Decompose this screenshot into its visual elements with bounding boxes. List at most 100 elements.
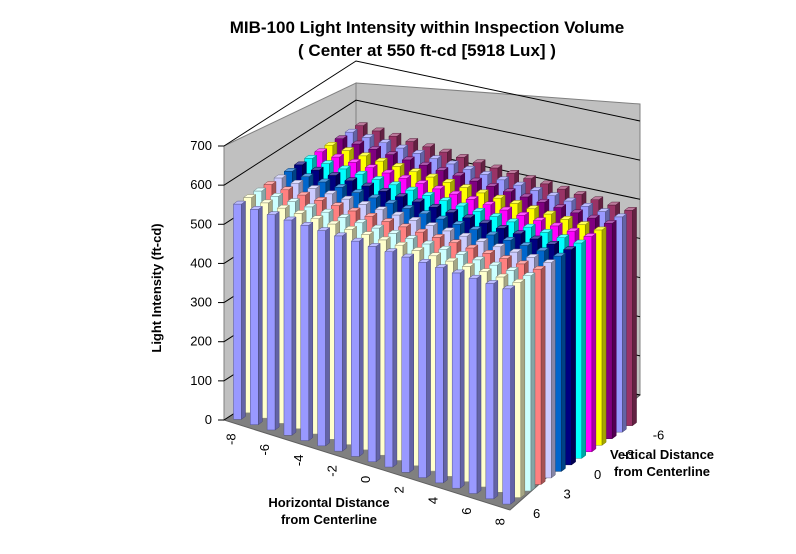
bar-top — [529, 187, 543, 191]
bar-side — [392, 248, 398, 468]
y-axis-ticks: 0 100 200 300 400 500 600 700 — [190, 138, 224, 427]
bar-top — [455, 202, 469, 207]
bar-top — [535, 247, 550, 252]
bar-side — [551, 259, 556, 479]
bar-top — [489, 164, 503, 169]
bar-top — [364, 212, 378, 217]
bar-top — [313, 148, 328, 153]
y-tick-label: 300 — [190, 295, 212, 310]
bar-top — [424, 222, 439, 226]
bar-side — [375, 242, 381, 463]
bar-top — [495, 176, 510, 181]
bar-top — [462, 165, 476, 170]
bar-top — [320, 208, 334, 213]
y-axis-label: Light Intensity (ft-cd) — [149, 223, 164, 352]
bar-top — [360, 182, 375, 187]
bar-top — [418, 210, 432, 215]
bar-top — [482, 201, 496, 205]
x-tick-label: 2 — [392, 486, 407, 493]
bar-top — [519, 242, 533, 246]
bar-front — [418, 262, 427, 478]
bar-top — [388, 132, 402, 137]
z-tick-label: -6 — [653, 428, 665, 443]
bar-top — [377, 236, 391, 241]
bar-side — [426, 258, 431, 479]
bar-top — [508, 248, 523, 253]
bar-top — [454, 251, 469, 255]
x-axis-label-line1: Horizontal Distance — [268, 495, 389, 510]
bar-top — [283, 168, 298, 172]
bar-top — [378, 139, 392, 144]
bar-top — [512, 230, 526, 234]
bar-top — [471, 256, 486, 261]
bar-side — [459, 269, 465, 489]
bar-top — [427, 252, 442, 257]
bar-top — [354, 170, 368, 175]
bar-top — [586, 214, 601, 219]
bar — [350, 237, 365, 457]
bar-top — [438, 197, 452, 201]
bar-top — [445, 160, 459, 165]
bar-top — [435, 167, 449, 171]
bar-top — [408, 168, 422, 172]
bar-top — [324, 141, 338, 146]
bar-top — [438, 246, 452, 250]
bar-top — [307, 185, 321, 189]
bar — [249, 205, 264, 426]
bar-top — [351, 140, 365, 145]
bar-top — [475, 238, 489, 242]
bar-top — [448, 190, 463, 195]
bar-top — [461, 263, 476, 267]
bar-top — [414, 228, 429, 233]
bar-top — [529, 235, 543, 240]
bar-top — [266, 211, 280, 215]
bar-top — [444, 257, 459, 262]
bar-top — [283, 216, 297, 221]
bar-top — [354, 122, 369, 126]
bar-top — [253, 187, 267, 192]
bar-top — [559, 216, 574, 220]
bar-top — [572, 239, 587, 244]
bar-top — [536, 198, 550, 203]
bar-side — [591, 232, 597, 453]
bar-top — [374, 206, 388, 210]
y-tick-label: 0 — [205, 412, 212, 427]
gridline — [223, 99, 641, 186]
bar-top — [465, 244, 479, 249]
bar-top — [334, 135, 348, 139]
bar-top — [502, 188, 517, 192]
bar-front — [233, 203, 242, 420]
chart-title: MIB-100 Light Intensity within Inspectio… — [230, 18, 625, 37]
bar-top — [384, 151, 399, 155]
bar-top — [623, 207, 638, 211]
bar-top — [340, 147, 355, 151]
bar-top — [485, 231, 499, 236]
bar-top — [606, 201, 621, 206]
bar-side — [622, 213, 627, 433]
bar-top — [347, 159, 362, 163]
bar-top — [400, 253, 415, 258]
bar — [266, 211, 280, 431]
bar-top — [276, 204, 291, 209]
bar-top — [296, 191, 311, 196]
bar-top — [263, 181, 277, 185]
bar-top — [350, 189, 365, 193]
bar-top — [542, 210, 557, 215]
bar-top — [522, 175, 537, 179]
bar-top — [401, 156, 416, 161]
bar-top — [438, 148, 453, 153]
bar-top — [519, 193, 533, 198]
bar-top — [458, 184, 473, 188]
bar-top — [492, 194, 506, 199]
bar-top — [515, 212, 530, 216]
bar-side — [443, 264, 448, 484]
bar-top — [532, 217, 547, 221]
bar-top — [333, 184, 348, 188]
bar-side — [258, 205, 263, 426]
bar — [367, 242, 381, 463]
bar-top — [478, 268, 492, 272]
bar-top — [411, 247, 425, 251]
x-tick-label: -2 — [324, 465, 339, 477]
